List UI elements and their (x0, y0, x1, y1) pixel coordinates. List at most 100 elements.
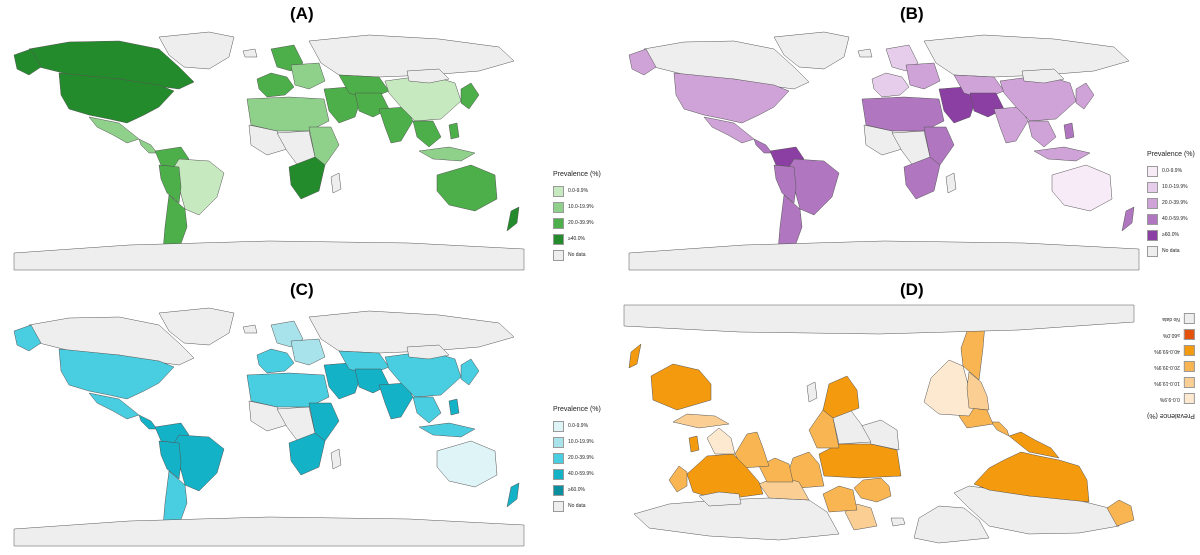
country-philippines (1063, 122, 1075, 140)
panel-d: (D) Prevalence (%) 0.0-9.9% 10.0-19.9% 20.0… (600, 278, 1200, 555)
country-usa (58, 348, 175, 400)
legend-item: 20.0-39.9% (1147, 196, 1195, 210)
country-usa (973, 451, 1090, 503)
legend-item: ≥60.0% (1147, 228, 1195, 242)
country-usa (673, 72, 790, 124)
country-indonesia (418, 422, 476, 438)
legend-label: 20.0-39.9% (1162, 200, 1188, 206)
country-mexico (88, 116, 140, 144)
legend-swatch (553, 500, 564, 512)
country-indonesia (1033, 146, 1091, 162)
country-indonesia (418, 146, 476, 162)
legend-item: 20.0-39.9% (553, 451, 601, 465)
country-alaska (628, 48, 657, 76)
legend-swatch (553, 420, 564, 432)
country-peru-bolivia (158, 440, 182, 480)
country-new-zealand (1121, 206, 1135, 232)
legend-label: 40.0-59.9% (568, 471, 594, 477)
country-mexico (1008, 431, 1060, 459)
country-mongolia (406, 344, 450, 360)
country-canada (953, 485, 1120, 535)
legend-item: No data (1147, 244, 1195, 258)
country-southern-africa (288, 432, 326, 476)
country-iceland (242, 48, 258, 58)
legend-label: 0.0-9.9% (1162, 168, 1183, 174)
country-japan-korea (460, 82, 480, 110)
legend-d: Prevalence (%) 0.0-9.9% 10.0-19.9% 20.0-39.… (1147, 310, 1195, 419)
legend-item: 40.0-59.9% (1147, 344, 1195, 358)
legend-title: Prevalence (%) (1147, 151, 1195, 158)
legend-label: 40.0-59.9% (1162, 216, 1188, 222)
legend-swatch (553, 436, 564, 448)
country-iceland (890, 517, 906, 527)
legend-item: 10.0-19.9% (553, 200, 601, 214)
panel-title: (C) (290, 280, 314, 299)
country-greenland (158, 307, 235, 346)
country-east-africa (923, 126, 955, 166)
country-east-africa (808, 409, 840, 449)
country-peru-bolivia (158, 164, 182, 204)
country-peru-bolivia (773, 164, 797, 204)
legend-label: No data (568, 252, 586, 258)
country-central-america (990, 421, 1010, 437)
legend-swatch (1183, 329, 1195, 341)
country-madagascar (806, 381, 818, 403)
country-western-europe (853, 477, 892, 503)
country-southeast-asia (1027, 120, 1057, 148)
country-eastern-europe (905, 62, 941, 90)
world-map-b (624, 27, 1144, 272)
world-map-d (619, 303, 1139, 548)
legend-swatch (553, 233, 564, 245)
country-usa (58, 72, 175, 124)
legend-a: Prevalence (%) 0.0-9.9% 10.0-19.9% 20.0-39.… (553, 171, 601, 264)
country-japan-korea (668, 465, 688, 493)
country-peru-bolivia (966, 371, 990, 411)
legend-item: 0.0-9.9% (553, 184, 601, 198)
legend-swatch (1183, 377, 1195, 389)
legend-label: 40.0-59.9% (1154, 348, 1180, 354)
legend-label: 20.0-39.9% (568, 220, 594, 226)
country-antarctica (623, 304, 1135, 335)
legend-swatch (553, 452, 564, 464)
legend-label: 10.0-19.9% (1154, 380, 1180, 386)
country-north-africa (818, 443, 902, 479)
legend-swatch (1147, 245, 1158, 257)
legend-label: ≥60.0% (1162, 332, 1180, 338)
country-canada (643, 40, 810, 90)
legend-title: Prevalence (%) (553, 171, 601, 178)
country-philippines (688, 435, 700, 453)
legend-item: No data (553, 248, 601, 262)
legend-swatch (553, 484, 564, 496)
legend-item: 10.0-19.9% (553, 435, 601, 449)
legend-swatch (1147, 197, 1158, 209)
country-central-america (753, 138, 773, 154)
country-canada (28, 316, 195, 366)
panel-b: (B) Prevalence (%) 0.0-9.9% 10.0-19.9% 20.0… (600, 0, 1200, 277)
country-western-europe (256, 348, 295, 374)
country-western-europe (256, 72, 295, 98)
legend-b: Prevalence (%) 0.0-9.9% 10.0-19.9% 20.0-39.… (1147, 151, 1195, 260)
legend-label: ≥40.0% (568, 236, 585, 242)
country-north-africa (861, 96, 945, 132)
legend-swatch (1147, 181, 1158, 193)
country-antarctica (13, 516, 525, 547)
country-east-africa (308, 402, 340, 442)
country-west-africa (863, 124, 903, 156)
country-japan-korea (460, 358, 480, 386)
country-mexico (88, 392, 140, 420)
country-australia (436, 164, 498, 212)
legend-swatch (553, 249, 564, 261)
country-north-africa (246, 372, 330, 408)
legend-swatch (553, 468, 564, 480)
country-eastern-europe (290, 338, 326, 366)
country-australia (1051, 164, 1113, 212)
country-australia (436, 440, 498, 488)
panel-title: (D) (900, 280, 924, 299)
panel-title: (B) (900, 4, 924, 23)
country-greenland (158, 31, 235, 70)
legend-label: 10.0-19.9% (1162, 184, 1188, 190)
legend-item: 0.0-9.9% (1147, 392, 1195, 406)
legend-title: Prevalence (%) (1147, 412, 1195, 419)
legend-swatch (1183, 361, 1195, 373)
legend-swatch (553, 217, 564, 229)
